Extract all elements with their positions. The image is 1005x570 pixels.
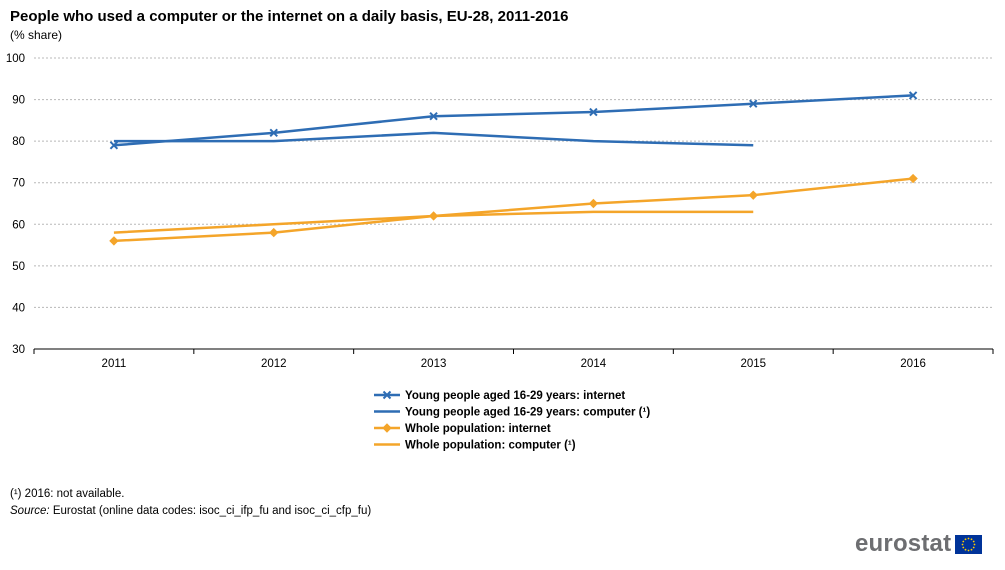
legend-label: Whole population: internet xyxy=(405,423,551,435)
x-tick-label: 2011 xyxy=(102,358,127,370)
data-point-marker xyxy=(428,211,439,221)
legend-label: Young people aged 16-29 years: internet xyxy=(405,390,625,402)
x-tick-label: 2014 xyxy=(581,358,607,370)
y-tick-label: 60 xyxy=(12,219,25,231)
series-line xyxy=(113,131,754,147)
flag-star xyxy=(970,548,973,551)
data-point-marker xyxy=(589,107,598,117)
y-tick-label: 100 xyxy=(6,53,25,65)
series-line xyxy=(113,94,914,147)
data-point-marker xyxy=(749,99,758,108)
line-chart: 30 40 50 60 70 80 90 100 2011 2012 2013 2014 2015 201… xyxy=(6,53,994,452)
flag-star xyxy=(967,549,970,551)
flag-star xyxy=(970,537,973,540)
data-point-marker xyxy=(908,173,918,184)
flag-star xyxy=(973,546,975,548)
eurostat-logo: eurostat xyxy=(855,530,983,557)
series-2 xyxy=(109,173,918,246)
legend-item: Whole population: computer (¹) xyxy=(374,440,576,452)
x-tick-label: 2015 xyxy=(740,358,766,370)
data-point-marker xyxy=(109,141,119,150)
flag-star xyxy=(961,543,964,545)
legend-item: Whole population: internet xyxy=(374,423,551,435)
source-label: Source: xyxy=(10,505,50,517)
x-tick-label: 2012 xyxy=(261,358,287,370)
axes: 30 40 50 60 70 80 90 100 2011 2012 2013 2014 2015 201… xyxy=(6,53,994,370)
source-note: Source: Eurostat (online data codes: iso… xyxy=(10,505,371,517)
legend: Young people aged 16-29 years: internet Y… xyxy=(374,390,650,452)
data-point-marker xyxy=(269,128,278,138)
data-point-marker xyxy=(429,111,438,121)
x-tick-label: 2013 xyxy=(421,358,447,370)
chart-title: People who used a computer or the intern… xyxy=(10,8,569,25)
series-line xyxy=(113,177,914,243)
legend-item: Young people aged 16-29 years: computer … xyxy=(374,407,650,419)
data-point-marker xyxy=(269,227,279,238)
y-tick-label: 40 xyxy=(12,302,25,314)
x-tick-label: 2016 xyxy=(900,358,926,370)
flag-star xyxy=(967,537,970,539)
flag-star xyxy=(973,540,975,542)
y-tick-label: 30 xyxy=(12,344,25,356)
series-0 xyxy=(109,91,918,150)
data-point-marker xyxy=(382,423,392,433)
legend-label: Young people aged 16-29 years: computer … xyxy=(405,407,650,419)
flag-star xyxy=(962,540,965,542)
series-lines xyxy=(109,91,918,246)
flag-star xyxy=(964,548,967,551)
flag-star xyxy=(964,537,967,540)
footnote: (¹) 2016: not available. xyxy=(10,488,125,500)
y-tick-label: 80 xyxy=(12,136,25,148)
gridlines xyxy=(34,57,993,308)
flag-star xyxy=(962,546,965,548)
data-point-marker xyxy=(748,190,758,200)
data-point-marker xyxy=(109,236,119,246)
legend-item: Young people aged 16-29 years: internet xyxy=(374,390,625,402)
legend-label: Whole population: computer (¹) xyxy=(405,440,576,452)
data-point-marker xyxy=(588,198,599,209)
source-text: Eurostat (online data codes: isoc_ci_ifp… xyxy=(49,505,372,517)
y-tick-label: 70 xyxy=(12,178,25,190)
data-point-marker xyxy=(908,91,918,100)
chart-subtitle: (% share) xyxy=(10,28,63,42)
data-point-marker xyxy=(382,390,392,400)
flag-star xyxy=(973,543,976,545)
y-tick-label: 90 xyxy=(12,95,25,107)
series-1 xyxy=(113,131,754,147)
y-tick-label: 50 xyxy=(12,261,25,273)
logo-text: eurostat xyxy=(855,530,952,557)
eu-flag-icon xyxy=(955,534,983,554)
